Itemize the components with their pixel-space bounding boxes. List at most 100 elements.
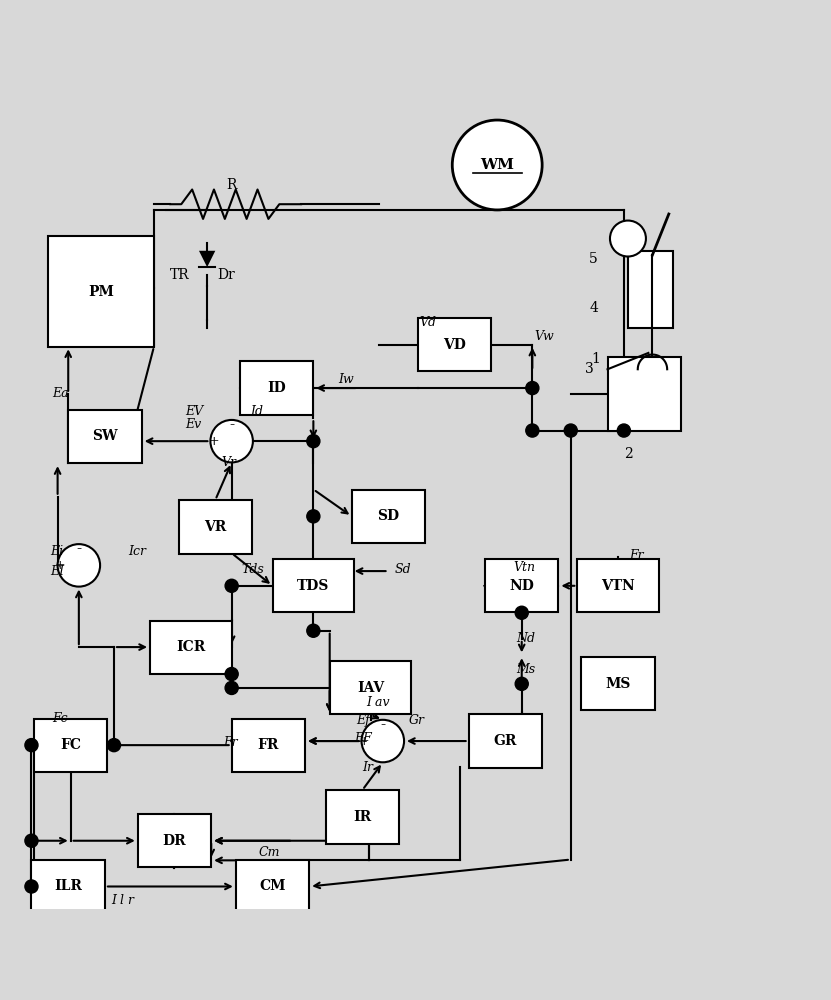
Text: Dr: Dr	[218, 268, 235, 282]
Circle shape	[307, 510, 320, 523]
Text: CM: CM	[259, 879, 286, 893]
Circle shape	[452, 120, 542, 210]
Text: Vd: Vd	[420, 316, 436, 329]
Text: VTN: VTN	[602, 579, 635, 593]
Text: +: +	[359, 735, 369, 748]
Bar	[232, 719, 305, 772]
Text: Vw: Vw	[534, 330, 553, 343]
Bar	[469, 714, 542, 768]
Text: Vr: Vr	[222, 456, 237, 469]
Text: EF: EF	[354, 732, 372, 745]
Bar	[179, 500, 252, 554]
Polygon shape	[199, 251, 215, 267]
Text: Ev: Ev	[185, 418, 201, 431]
Text: EV: EV	[185, 405, 204, 418]
Text: TR: TR	[170, 268, 190, 282]
Bar	[628, 251, 673, 328]
Bar	[352, 490, 425, 543]
Text: TDS: TDS	[297, 579, 330, 593]
Circle shape	[515, 606, 529, 619]
Text: MS: MS	[606, 677, 631, 691]
Circle shape	[526, 382, 538, 395]
Circle shape	[617, 424, 631, 437]
Circle shape	[25, 880, 38, 893]
Text: R: R	[227, 178, 237, 192]
Text: +: +	[55, 559, 66, 572]
Text: Vtn: Vtn	[514, 561, 535, 574]
Text: FC: FC	[60, 738, 81, 752]
Text: ILR: ILR	[54, 879, 82, 893]
Text: Gr: Gr	[409, 714, 425, 727]
Circle shape	[564, 424, 578, 437]
Bar	[34, 719, 107, 772]
Circle shape	[610, 221, 646, 257]
Bar	[330, 661, 411, 714]
Text: Id: Id	[250, 405, 263, 418]
Text: IR: IR	[353, 810, 371, 824]
Text: FR: FR	[258, 738, 279, 752]
Text: EI: EI	[50, 565, 64, 578]
Text: Ea: Ea	[52, 387, 68, 400]
Text: ND: ND	[509, 579, 534, 593]
Text: 5: 5	[589, 252, 598, 266]
Bar	[326, 790, 399, 844]
Bar	[150, 621, 232, 674]
Text: -: -	[381, 718, 386, 732]
Bar	[607, 357, 681, 431]
Text: DR: DR	[163, 834, 186, 848]
Circle shape	[57, 544, 100, 587]
Text: I l r: I l r	[111, 894, 135, 907]
Text: -: -	[229, 418, 234, 432]
Text: Fc: Fc	[52, 712, 67, 725]
Text: ID: ID	[268, 381, 286, 395]
Circle shape	[515, 677, 529, 690]
Text: IAV: IAV	[357, 681, 384, 695]
Text: -: -	[76, 542, 81, 556]
Bar	[578, 559, 659, 612]
Bar	[273, 559, 354, 612]
Text: GR: GR	[494, 734, 517, 748]
Text: Ef: Ef	[356, 714, 371, 727]
Text: Fr: Fr	[224, 736, 238, 749]
Bar	[68, 410, 142, 463]
Text: 4: 4	[589, 301, 598, 315]
Circle shape	[107, 739, 120, 752]
Bar	[138, 814, 211, 867]
Bar	[485, 559, 558, 612]
Text: 3: 3	[585, 362, 594, 376]
Text: +: +	[209, 435, 219, 448]
Bar	[48, 236, 154, 347]
Circle shape	[307, 435, 320, 448]
Text: Tds: Tds	[242, 563, 264, 576]
Text: VD: VD	[443, 338, 466, 352]
Text: Fr: Fr	[630, 549, 644, 562]
Text: PM: PM	[88, 285, 114, 299]
Text: ICR: ICR	[176, 640, 205, 654]
Circle shape	[225, 668, 238, 681]
Circle shape	[225, 681, 238, 694]
Circle shape	[307, 624, 320, 637]
Text: Icr: Icr	[128, 545, 146, 558]
Bar	[240, 361, 313, 415]
Text: 2: 2	[623, 447, 632, 461]
Bar	[582, 657, 655, 710]
Text: SW: SW	[92, 429, 118, 443]
Text: Ir: Ir	[362, 761, 373, 774]
Circle shape	[225, 579, 238, 592]
Circle shape	[361, 720, 404, 762]
Text: WM: WM	[480, 158, 514, 172]
Text: Nd: Nd	[516, 632, 535, 645]
Circle shape	[210, 420, 253, 462]
Bar	[32, 860, 105, 913]
Text: Iw: Iw	[338, 373, 354, 386]
Bar	[418, 318, 491, 371]
Text: Cm: Cm	[258, 846, 280, 859]
Circle shape	[25, 834, 38, 847]
Text: Sd: Sd	[395, 563, 411, 576]
Text: I av: I av	[366, 696, 390, 709]
Text: SD: SD	[377, 509, 400, 523]
Circle shape	[25, 739, 38, 752]
Text: VR: VR	[204, 520, 226, 534]
Bar	[236, 860, 309, 913]
Text: 1: 1	[591, 352, 600, 366]
